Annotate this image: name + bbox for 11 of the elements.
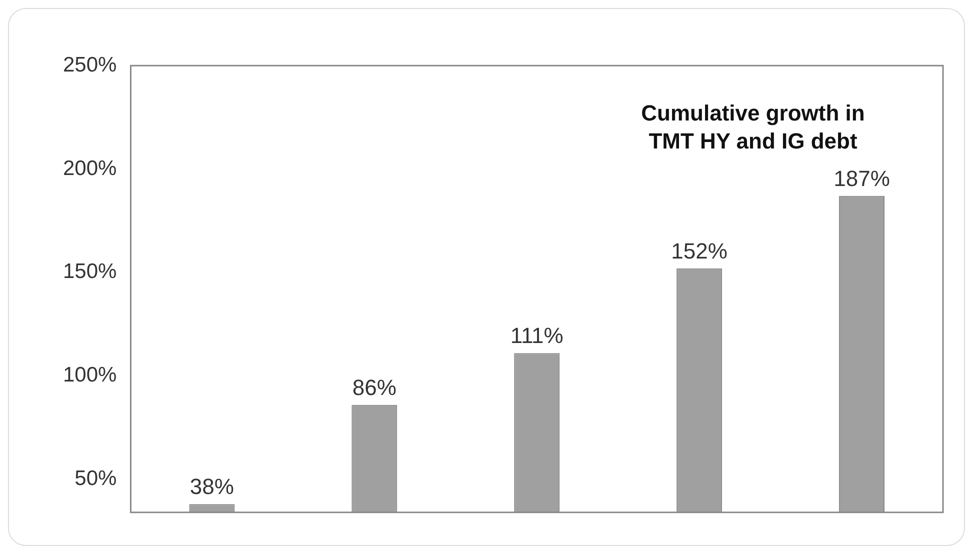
data-label: 111% [510, 323, 564, 348]
y-tick-label: 250% [62, 53, 117, 76]
y-tick-label: 200% [62, 156, 117, 180]
y-tick-label: 50% [74, 467, 117, 490]
data-label: 187% [834, 166, 890, 191]
data-label: 38% [190, 474, 234, 500]
data-label: 152% [671, 238, 728, 264]
y-tick-label: 150% [62, 260, 117, 284]
data-label: 86% [352, 374, 396, 400]
text: Cumulative growth in TMT HY and IG debt [641, 100, 865, 154]
y-tick-label: 100% [62, 364, 117, 387]
